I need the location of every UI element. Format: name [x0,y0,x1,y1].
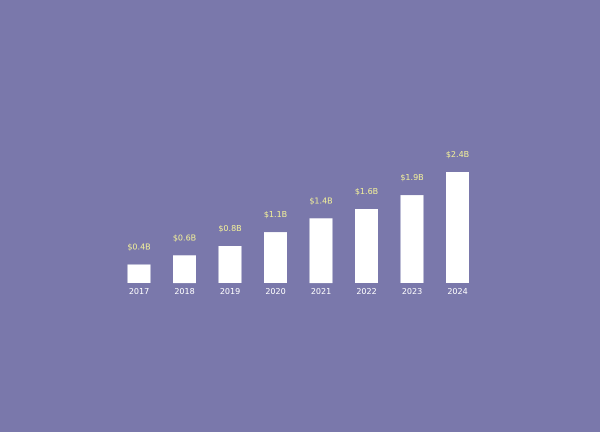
bar-2021 [309,218,333,284]
x-tick-label-2017: 2017 [129,287,149,296]
bar-2017 [127,264,151,283]
bar-2018 [173,255,196,284]
bar-2022 [355,209,378,283]
x-tick-label-2021: 2021 [311,287,331,296]
value-label-2020: $1.1B [264,210,287,219]
value-label-2017: $0.4B [127,243,150,252]
value-label-2024: $2.4B [446,150,469,159]
x-tick-label-2022: 2022 [356,287,376,296]
value-label-2018: $0.6B [173,233,196,242]
x-tick-label-2018: 2018 [174,287,194,296]
bar-2019 [218,246,242,283]
value-label-2019: $0.8B [218,224,241,233]
value-label-2022: $1.6B [355,187,378,196]
bar-2024 [446,172,469,283]
x-tick-label-2024: 2024 [447,287,467,296]
x-tick-label-2019: 2019 [220,287,240,296]
x-tick-label-2023: 2023 [402,287,422,296]
x-tick-labels-group: 2017 2018 2019 2020 2021 2022 2023 2024 [129,287,468,296]
bar-2023 [400,195,424,283]
x-tick-label-2020: 2020 [265,287,285,296]
value-labels-group: $0.4B $0.6B $0.8B $1.1B $1.4B $1.6B $1.9B $2.4B [127,150,469,252]
bars-group [127,172,469,284]
value-label-2023: $1.9B [400,173,423,182]
bar-2020 [264,232,287,283]
value-label-2021: $1.4B [309,196,332,205]
